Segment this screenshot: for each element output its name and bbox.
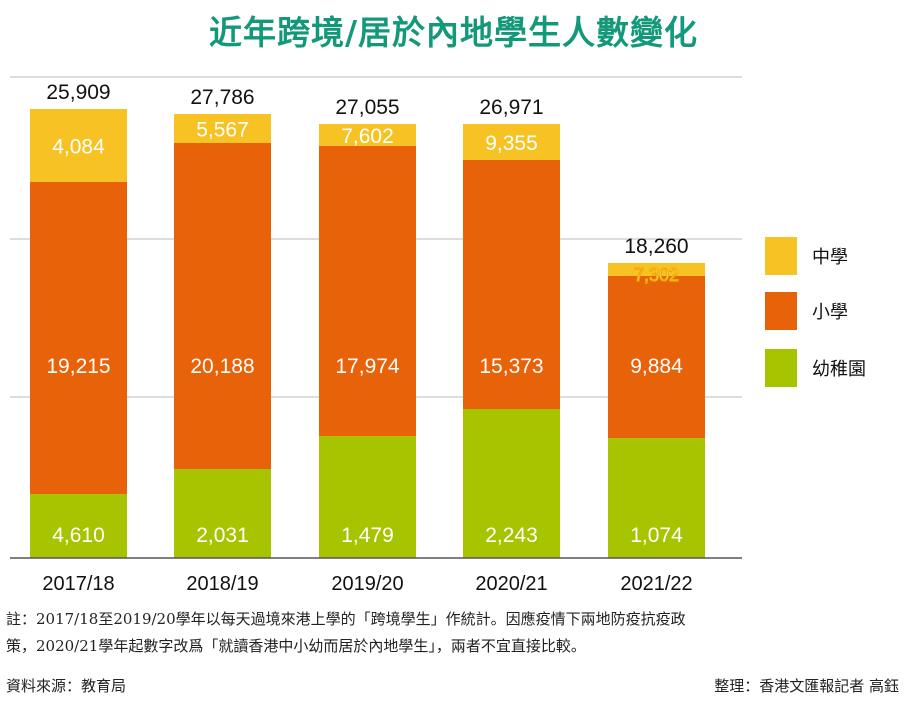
x-tick-label: 2020/21 xyxy=(475,573,547,595)
bar-segment xyxy=(174,143,271,469)
data-label: 20,188 xyxy=(190,355,254,378)
legend-swatch xyxy=(765,237,797,275)
bar-segment xyxy=(319,436,416,558)
legend-label: 幼稚園 xyxy=(812,359,866,380)
bar-segment xyxy=(608,438,705,558)
x-tick-label: 2021/22 xyxy=(620,573,692,595)
x-tick-label: 2018/19 xyxy=(186,573,258,595)
bar-segment xyxy=(463,409,560,558)
source-label: 資料來源：教育局 xyxy=(6,677,127,695)
legend-label: 小學 xyxy=(812,302,848,323)
data-label: 9,884 xyxy=(630,355,683,378)
chart-title: 近年跨境/居於內地學生人數變化 xyxy=(208,13,699,52)
stacked-bar-chart: 4,610 19,215 4,084 25,909 2017/18 2,031 20,188… xyxy=(10,76,866,595)
bar-segment xyxy=(463,124,560,160)
data-label: 1,074 xyxy=(630,524,683,547)
bar-segment xyxy=(30,182,127,494)
bar-segment xyxy=(319,146,416,436)
bar-segment xyxy=(30,109,127,182)
data-label: 7,602 xyxy=(341,125,394,148)
data-label: 17,974 xyxy=(335,355,400,378)
total-label: 26,971 xyxy=(479,96,543,119)
bar-segment xyxy=(608,263,705,276)
legend-label: 中學 xyxy=(812,247,848,268)
data-label: 1,479 xyxy=(341,524,394,547)
footnote-line-2: 策，2020/21學年起數字改爲「就讀香港中小幼而居於內地學生」，兩者不宜直接比… xyxy=(6,637,586,655)
bar-segment xyxy=(30,494,127,558)
data-label: 9,355 xyxy=(485,132,538,155)
data-label: 7,302 xyxy=(634,265,679,285)
data-label: 4,610 xyxy=(52,524,105,547)
data-label: 2,031 xyxy=(196,524,249,547)
bar-segment xyxy=(174,114,271,143)
legend-swatch xyxy=(765,292,797,330)
x-tick-label: 2019/20 xyxy=(331,573,403,595)
total-label: 27,786 xyxy=(190,86,254,109)
bar-segment xyxy=(174,469,271,558)
legend-swatch xyxy=(765,349,797,387)
data-label: 19,215 xyxy=(46,355,110,378)
bar-segment xyxy=(463,160,560,409)
bar-segment xyxy=(319,124,416,146)
total-label: 25,909 xyxy=(46,81,110,104)
data-label: 4,084 xyxy=(52,136,105,159)
footnote-line-1: 註：2017/18至2019/20學年以每天過境來港上學的「跨境學生」作統計。因… xyxy=(6,610,686,628)
data-label: 15,373 xyxy=(479,355,543,378)
data-label: 2,243 xyxy=(485,524,538,547)
credit-label: 整理：香港文匯報記者 高鈺 xyxy=(714,677,899,695)
total-label: 27,055 xyxy=(335,96,399,119)
x-tick-label: 2017/18 xyxy=(42,573,114,595)
data-label: 5,567 xyxy=(196,119,249,142)
total-label: 18,260 xyxy=(624,235,688,258)
bar-segment xyxy=(608,276,705,438)
